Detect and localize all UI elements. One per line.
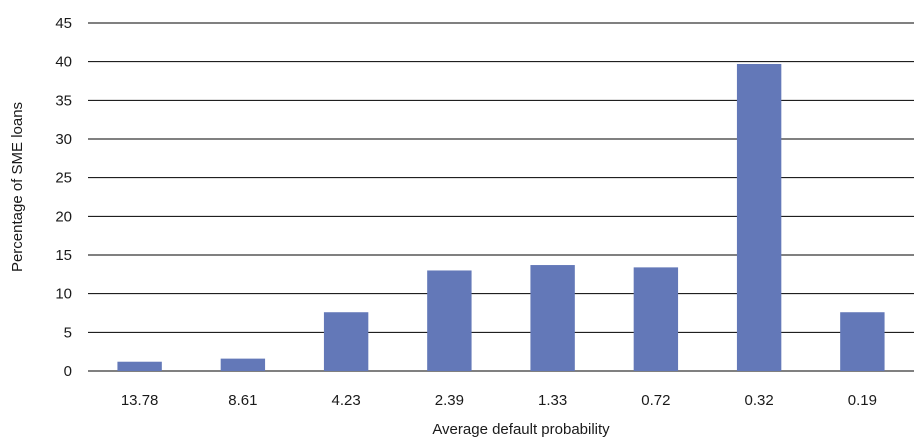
bar-0.32 <box>736 63 782 372</box>
x-axis-ticks: 13.78 8.61 4.23 2.39 1.33 0.72 0.32 0.19 <box>121 392 877 409</box>
y-tick-label: 40 <box>55 54 72 71</box>
y-tick-label: 45 <box>55 15 72 32</box>
gridlines <box>88 22 914 372</box>
bars <box>117 63 885 372</box>
x-tick-label: 13.78 <box>121 392 159 409</box>
x-tick-label: 2.39 <box>435 392 464 409</box>
y-axis-title: Percentage of SME loans <box>9 102 26 272</box>
x-tick-label: 0.32 <box>745 392 774 409</box>
y-tick-label: 15 <box>55 247 72 264</box>
bar-8.61 <box>220 358 266 371</box>
y-axis-ticks: 0 5 10 15 20 25 30 35 40 45 <box>55 15 72 380</box>
bar-1.33 <box>530 265 575 371</box>
y-tick-label: 5 <box>64 324 72 341</box>
y-tick-label: 10 <box>55 286 72 303</box>
bar-0.19 <box>840 312 885 371</box>
y-tick-label: 25 <box>55 170 72 187</box>
bar-0.72 <box>633 267 679 371</box>
bar-4.23 <box>323 312 369 371</box>
y-tick-label: 20 <box>55 208 72 225</box>
y-tick-label: 0 <box>64 363 72 380</box>
bar-13.78 <box>117 361 162 371</box>
y-tick-label: 35 <box>55 92 72 109</box>
x-tick-label: 0.72 <box>641 392 670 409</box>
x-tick-label: 8.61 <box>228 392 257 409</box>
y-tick-label: 30 <box>55 131 72 148</box>
x-axis-title: Average default probability <box>432 421 610 438</box>
x-tick-label: 4.23 <box>332 392 361 409</box>
x-tick-label: 0.19 <box>848 392 877 409</box>
bar-2.39 <box>427 270 472 371</box>
x-tick-label: 1.33 <box>538 392 567 409</box>
